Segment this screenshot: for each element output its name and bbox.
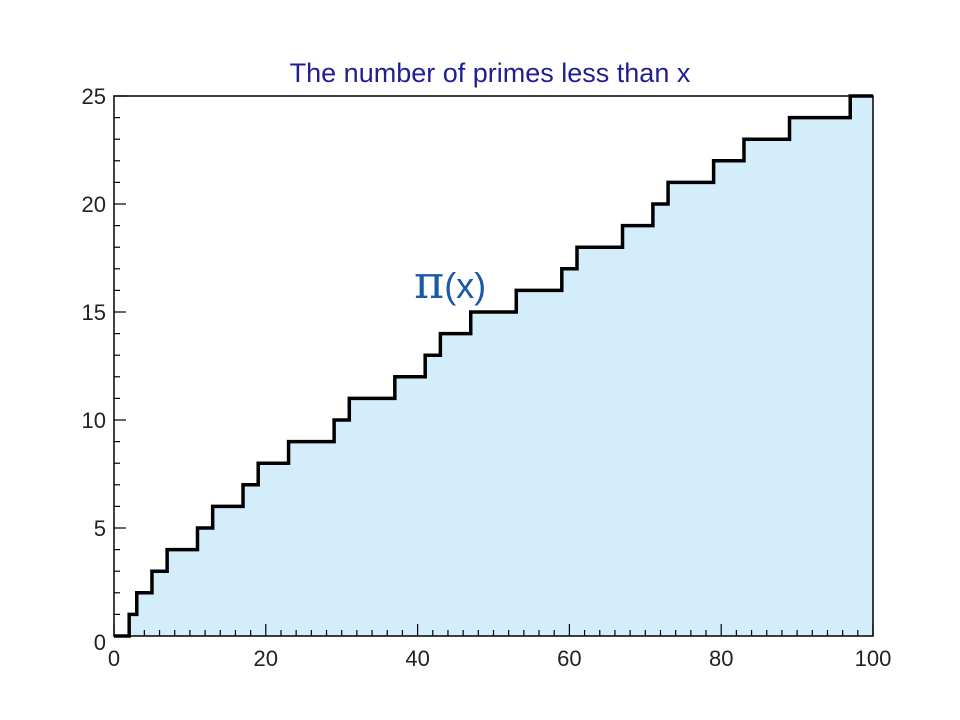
y-tick-label: 20 xyxy=(82,192,106,217)
x-tick-label: 80 xyxy=(709,646,733,671)
y-tick-label: 0 xyxy=(94,630,106,655)
x-tick-label: 100 xyxy=(855,646,892,671)
x-axis-labels: 0 20 40 60 80 100 xyxy=(108,646,891,671)
y-tick-label: 15 xyxy=(82,300,106,325)
area-fill xyxy=(114,96,873,636)
step-line xyxy=(114,94,873,638)
y-tick-label: 5 xyxy=(94,516,106,541)
x-tick-label: 0 xyxy=(108,646,120,671)
y-tick-label: 25 xyxy=(82,84,106,109)
y-axis-ticks xyxy=(114,95,126,637)
x-axis-ticks xyxy=(113,624,874,636)
pi-symbol: π xyxy=(414,255,444,309)
x-tick-label: 20 xyxy=(254,646,278,671)
y-tick-label: 10 xyxy=(82,408,106,433)
chart-title: The number of primes less than x xyxy=(290,58,691,88)
x-tick-label: 60 xyxy=(557,646,581,671)
x-tick-label: 40 xyxy=(405,646,429,671)
pi-argument: (x) xyxy=(444,265,486,306)
pi-annotation: π(x) xyxy=(414,255,486,309)
y-axis-labels: 0 5 10 15 20 25 xyxy=(82,84,106,655)
